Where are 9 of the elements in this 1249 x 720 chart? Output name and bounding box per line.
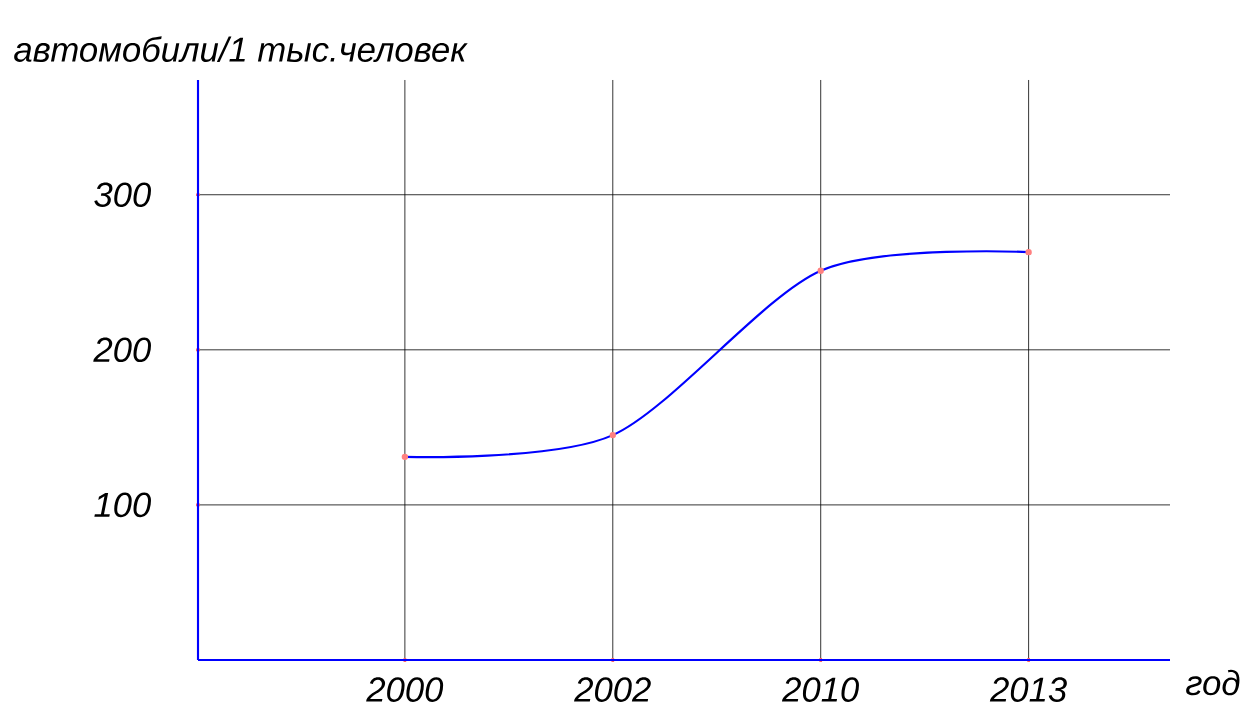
y-tick-label: 300 xyxy=(94,182,151,208)
x-tick-label: 2013 xyxy=(989,677,1067,702)
y-tick-label: 200 xyxy=(93,337,151,363)
x-tick-label: 2010 xyxy=(781,677,859,702)
y-tick-label: 100 xyxy=(94,492,151,518)
y-axis-title: автомобили/1 тыс.человек xyxy=(14,36,468,62)
x-axis-title: год xyxy=(1186,669,1240,696)
x-tick-label: 2002 xyxy=(574,677,651,702)
x-tick-label: 2000 xyxy=(366,677,444,702)
